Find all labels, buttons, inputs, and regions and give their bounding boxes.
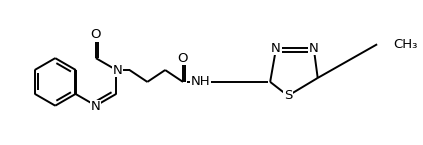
Text: N: N [113,64,123,77]
Text: N: N [91,100,101,113]
Text: N: N [309,42,319,55]
Text: CH₃: CH₃ [393,38,418,51]
Text: O: O [91,28,101,41]
Text: S: S [284,89,292,102]
Text: N: N [271,42,281,55]
Text: O: O [178,52,188,65]
Text: NH: NH [191,75,211,88]
